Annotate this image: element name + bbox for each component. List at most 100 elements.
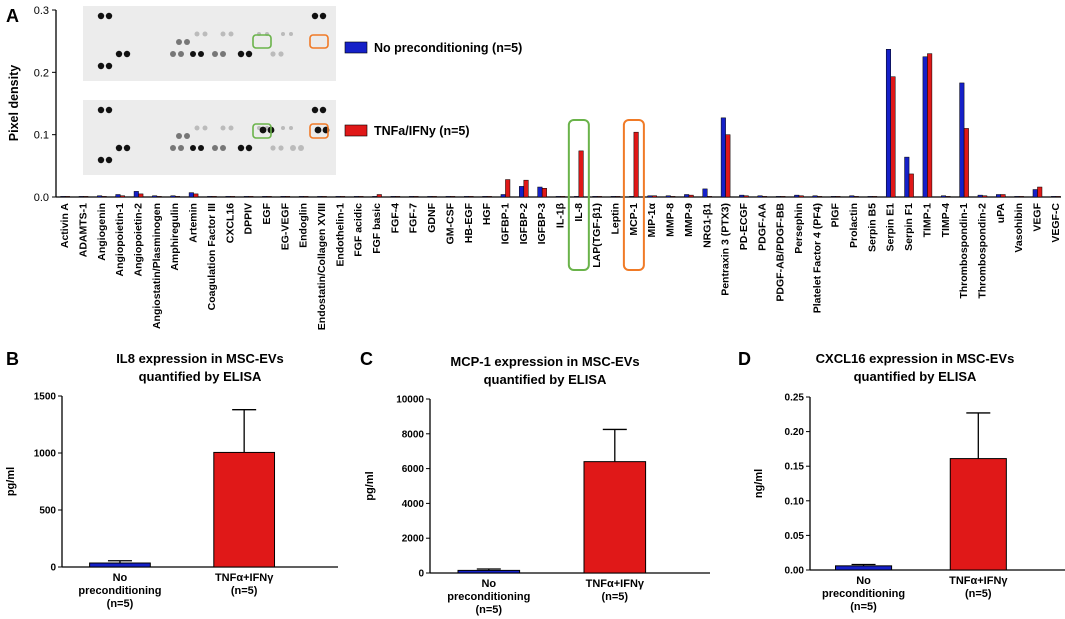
- array-spot: [105, 12, 113, 20]
- x-tick-label: (n=5): [476, 604, 503, 616]
- y-axis-label: pg/ml: [364, 471, 376, 500]
- y-tick-label: 0.05: [785, 531, 805, 542]
- array-spot: [220, 145, 226, 151]
- chart-title: MCP-1 expression in MSC-EVs: [450, 354, 639, 369]
- bar: [596, 196, 602, 198]
- y-tick-label: 0: [50, 563, 56, 574]
- bar: [285, 196, 291, 198]
- array-spot: [311, 106, 319, 114]
- bar: [101, 196, 107, 198]
- x-tick-label: Endostatin/Collagen XVIII: [316, 203, 328, 330]
- x-tick-label: Artemin: [188, 203, 200, 243]
- array-spot: [184, 39, 190, 45]
- y-axis-label: Pixel density: [7, 65, 21, 141]
- array-spot: [123, 50, 131, 58]
- array-spot: [97, 62, 105, 70]
- bar: [867, 196, 873, 198]
- x-tick-label: preconditioning: [447, 591, 530, 603]
- bar: [798, 195, 804, 198]
- y-axis-label: ng/ml: [753, 469, 765, 498]
- array-spot: [198, 51, 204, 57]
- array-spot: [190, 51, 196, 57]
- x-tick-label: VEGF: [1031, 202, 1043, 231]
- highlight-box-mcp-1: [622, 119, 645, 271]
- bar: [83, 196, 89, 198]
- x-tick-label: Thrombospondin-2: [976, 203, 988, 299]
- bar: [1014, 196, 1020, 198]
- bar: [688, 194, 694, 198]
- array-spot: [290, 145, 296, 151]
- bar: [280, 196, 286, 198]
- bar: [89, 562, 151, 568]
- array-spot: [298, 145, 304, 151]
- bar: [872, 196, 878, 198]
- x-tick-label: Amphiregulin: [169, 203, 181, 271]
- bar: [193, 193, 199, 198]
- x-tick-label: MMP-8: [665, 203, 677, 237]
- array-spot: [97, 156, 105, 164]
- y-tick-label: 2000: [402, 534, 425, 545]
- bar: [170, 195, 176, 198]
- panel-d-cxcl16-elisa-chart: CXCL16 expression in MSC-EVs quantified b…: [753, 351, 1065, 613]
- array-spot: [170, 51, 176, 57]
- bar: [519, 186, 525, 198]
- x-tick-label: DPPIV: [243, 203, 255, 235]
- x-tick-label: (n=5): [965, 588, 992, 600]
- y-tick-label: 0.0: [34, 192, 49, 204]
- x-tick-label: ADAMTS-1: [78, 203, 90, 257]
- array-spot: [237, 50, 245, 58]
- x-tick-label: EGF: [261, 202, 273, 224]
- bar: [739, 194, 745, 198]
- bar: [390, 196, 396, 198]
- bar: [583, 461, 647, 574]
- array-spot: [184, 133, 190, 139]
- panel-letter-a: A: [6, 6, 19, 26]
- bar: [977, 194, 983, 198]
- chart-title: CXCL16 expression in MSC-EVs: [816, 351, 1015, 366]
- x-tick-label: (n=5): [850, 601, 877, 613]
- x-tick-label: preconditioning: [822, 588, 905, 600]
- bar: [959, 82, 965, 198]
- y-tick-label: 0.25: [785, 393, 805, 404]
- bar: [413, 196, 419, 198]
- array-spot: [245, 50, 253, 58]
- panel-letter-d: D: [738, 349, 751, 369]
- array-spot: [123, 144, 131, 152]
- x-tick-label: MIP-1α: [646, 202, 658, 237]
- bar: [225, 196, 231, 198]
- y-tick-label: 1500: [34, 392, 57, 403]
- bar: [431, 196, 437, 198]
- bar: [849, 195, 855, 198]
- bar: [775, 196, 781, 198]
- bar: [835, 196, 841, 198]
- x-tick-label: Angiopoietin-1: [114, 203, 126, 277]
- x-tick-label: VEGF-C: [1050, 203, 1062, 243]
- x-tick-label: Persephin: [793, 203, 805, 254]
- array-spot: [198, 145, 204, 151]
- y-tick-label: 0.15: [785, 462, 805, 473]
- bar: [335, 196, 341, 198]
- y-tick-label: 0.10: [785, 496, 805, 507]
- bar: [427, 196, 433, 198]
- x-tick-label: GDNF: [426, 202, 438, 232]
- y-tick-label: 4000: [402, 499, 425, 510]
- array-spot: [270, 51, 276, 57]
- bar: [376, 194, 382, 198]
- bar: [1000, 194, 1006, 198]
- array-spot: [176, 133, 182, 139]
- x-tick-label: No: [856, 575, 871, 587]
- array-spot: [212, 51, 218, 57]
- x-tick-label: (n=5): [602, 591, 629, 603]
- array-spot: [319, 12, 327, 20]
- array-spot: [311, 12, 319, 20]
- array-spot: [105, 62, 113, 70]
- bar: [560, 196, 566, 198]
- bar: [1055, 196, 1061, 198]
- bar: [1018, 196, 1024, 198]
- panel-c-mcp1-elisa-chart: MCP-1 expression in MSC-EVs quantified by…: [364, 354, 710, 616]
- y-tick-label: 10000: [396, 395, 424, 406]
- x-tick-label: Endoglin: [298, 203, 310, 248]
- bar: [500, 194, 506, 198]
- legend-swatch: [344, 124, 368, 137]
- x-tick-label: Pentraxin 3 (PTX3): [720, 203, 732, 296]
